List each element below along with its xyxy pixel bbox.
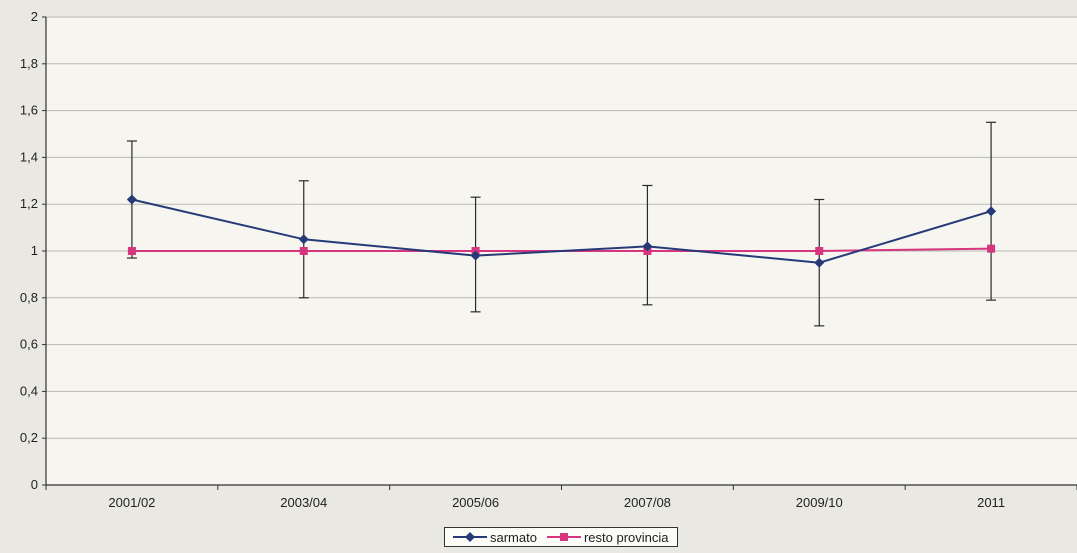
y-tick-label: 1,2	[20, 196, 38, 211]
legend-label-sarmato: sarmato	[490, 529, 537, 545]
y-tick-label: 0,2	[20, 430, 38, 445]
series-markers	[126, 194, 997, 268]
y-tick-label: 0,4	[20, 383, 38, 398]
data-point-sarmato	[986, 206, 997, 217]
y-tick-labels: 0 0,2 0,4 0,6 0,8 1 1,2 1,4 1,6 1,8 2	[20, 9, 38, 492]
y-tick-label: 2	[31, 9, 38, 24]
y-tick-label: 1,4	[20, 149, 38, 164]
x-tick-label: 2003/04	[280, 495, 327, 510]
data-point-sarmato	[126, 194, 137, 205]
data-point-resto-provincia	[299, 247, 308, 255]
legend: sarmato resto provincia	[444, 527, 678, 547]
legend-item-resto-provincia: resto provincia	[546, 529, 669, 545]
y-tick-label: 0,8	[20, 290, 38, 305]
data-point-resto-provincia	[815, 247, 824, 255]
legend-item-sarmato: sarmato	[453, 530, 537, 545]
x-tick-label: 2009/10	[796, 495, 843, 510]
data-point-sarmato	[814, 257, 825, 268]
data-point-resto-provincia	[127, 247, 136, 255]
y-tick-label: 1	[31, 243, 38, 258]
series-lines	[131, 198, 992, 264]
data-point-resto-provincia	[987, 244, 996, 253]
x-tick-labels: 2001/02 2003/04 2005/06 2007/08 2009/10 2011	[108, 495, 1005, 510]
legend-swatch-sarmato	[453, 532, 487, 542]
grid-lines	[46, 16, 1077, 439]
axes	[42, 16, 1077, 490]
series-line-sarmato	[131, 198, 992, 264]
data-point-sarmato	[642, 241, 653, 252]
x-tick-label: 2011	[977, 495, 1005, 510]
x-tick-label: 2007/08	[624, 495, 671, 510]
data-point-sarmato	[470, 250, 481, 261]
data-point-sarmato	[298, 234, 309, 245]
legend-label-resto-provincia: resto provincia	[583, 529, 669, 545]
x-tick-label: 2001/02	[108, 495, 155, 510]
y-tick-label: 1,6	[20, 103, 38, 118]
x-tick-label: 2005/06	[452, 495, 499, 510]
y-tick-label: 0,6	[20, 337, 38, 352]
y-tick-label: 1,8	[20, 56, 38, 71]
legend-swatch-resto-provincia	[546, 533, 581, 541]
y-tick-label: 0	[31, 477, 38, 492]
